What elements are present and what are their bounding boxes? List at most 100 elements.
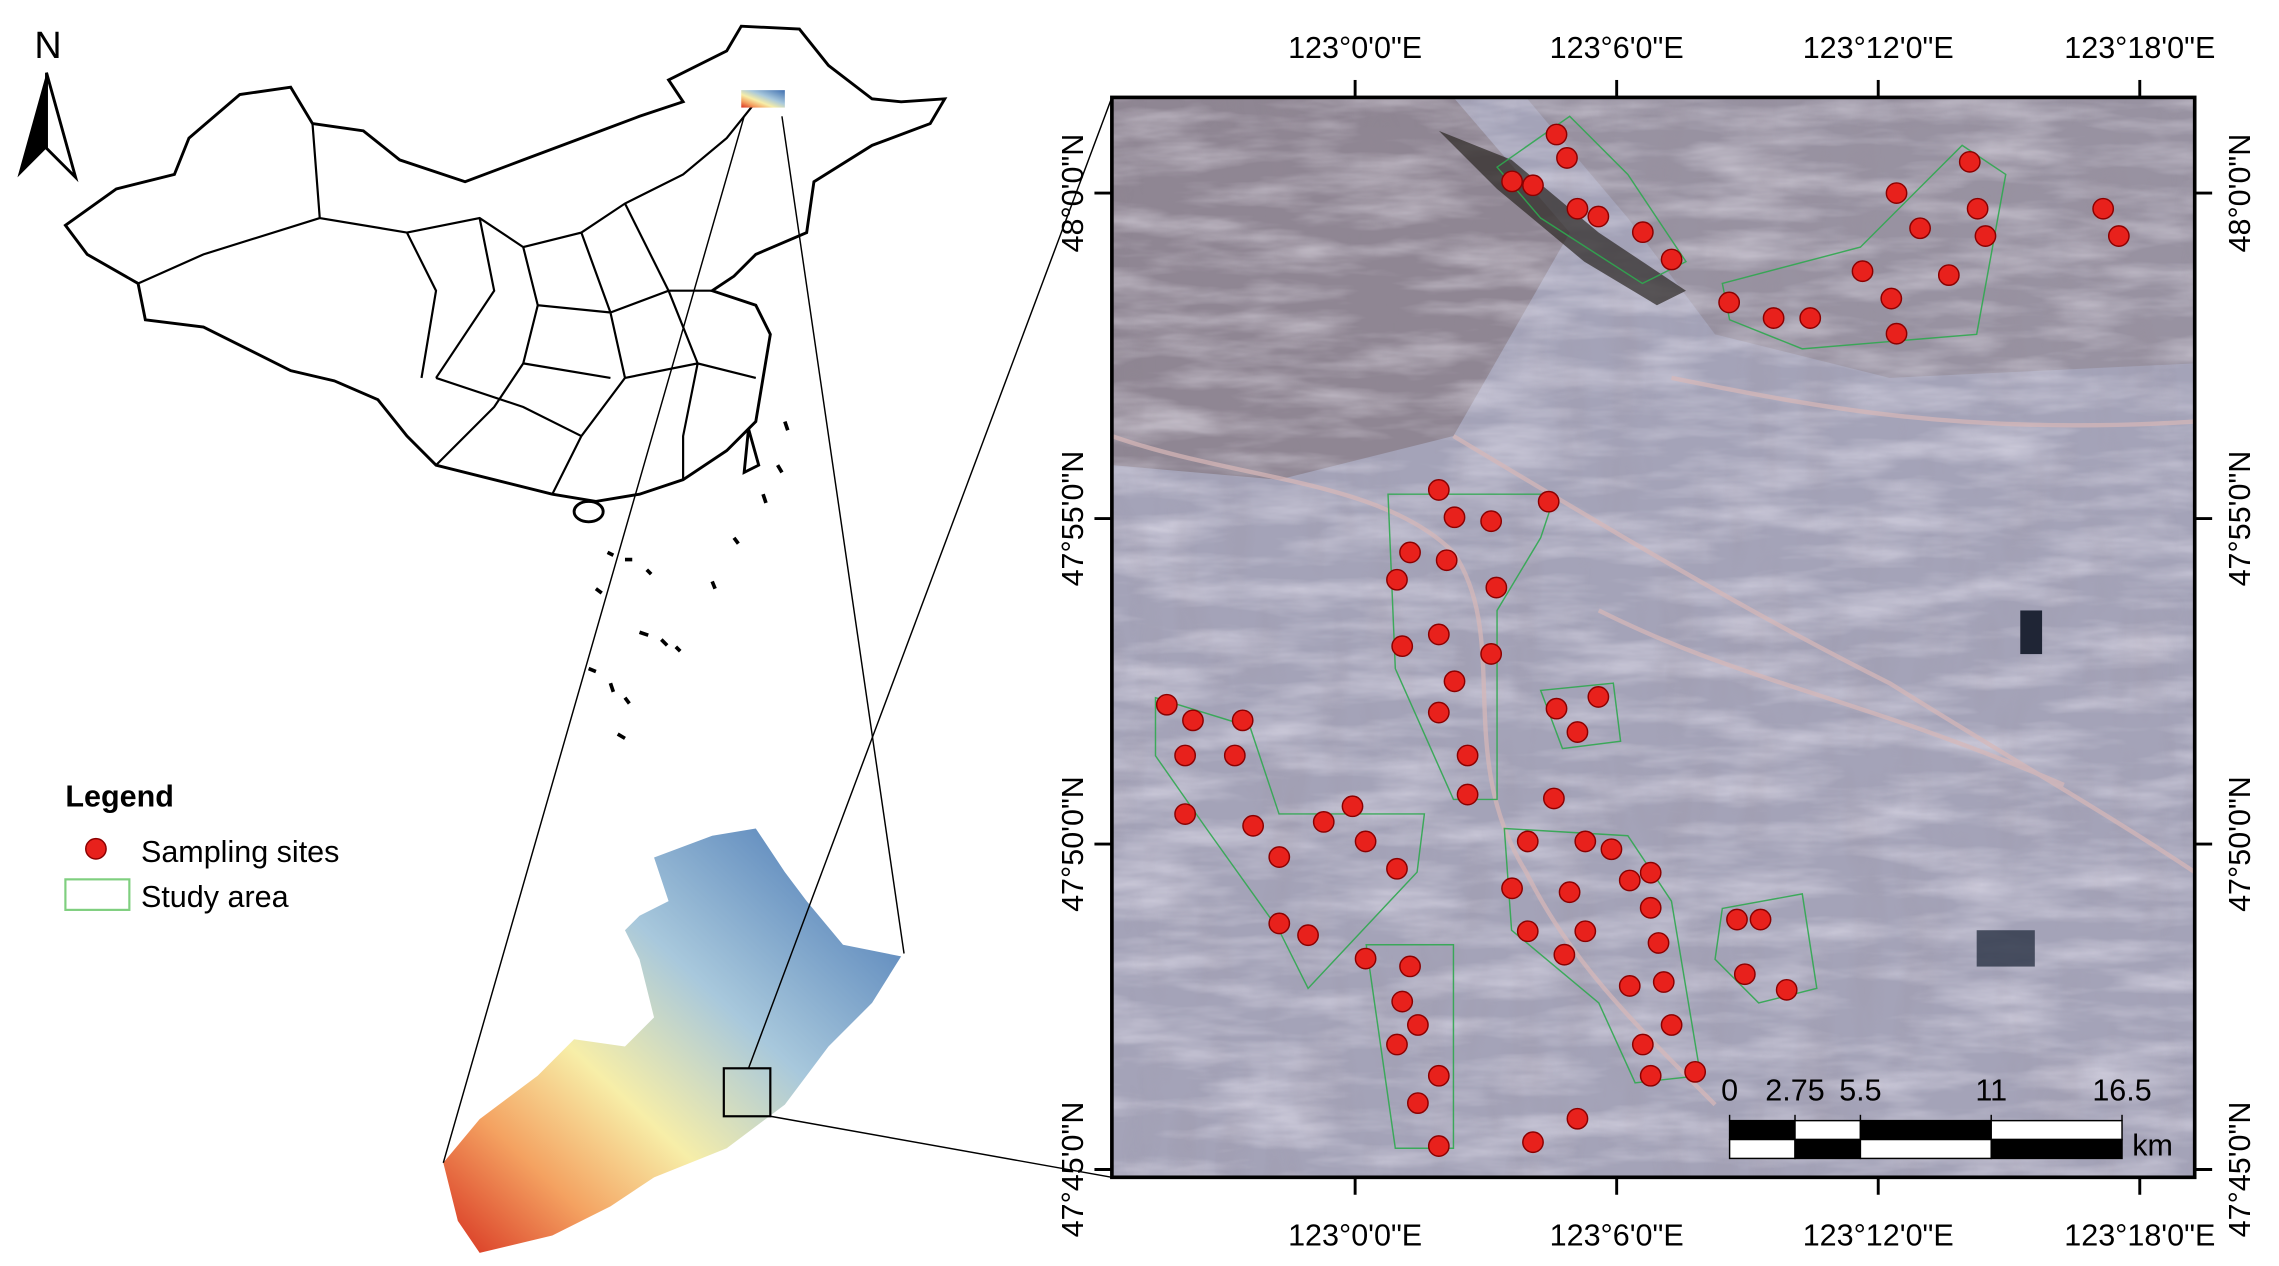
island bbox=[742, 428, 761, 475]
x-tick-label: 123°12'0"E bbox=[1803, 31, 1954, 65]
island bbox=[572, 500, 605, 524]
sampling-site bbox=[1566, 721, 1589, 743]
sampling-site bbox=[1427, 1064, 1450, 1087]
sampling-sites bbox=[1155, 123, 2130, 1157]
sampling-site bbox=[1537, 490, 1560, 513]
sampling-site bbox=[1456, 783, 1479, 806]
sampling-site bbox=[1543, 787, 1565, 810]
y-tick-label: 47°55'0"N bbox=[1056, 451, 1090, 587]
sampling-site bbox=[1174, 744, 1197, 767]
sampling-site bbox=[2107, 225, 2130, 247]
sampling-site bbox=[1174, 803, 1197, 825]
stream bbox=[1597, 608, 2065, 787]
sampling-site bbox=[1427, 623, 1450, 646]
x-tick-label: 123°6'0"E bbox=[1550, 31, 1684, 65]
sampling-site bbox=[1631, 1033, 1654, 1056]
sampling-site bbox=[1386, 568, 1408, 591]
scale-segment bbox=[1859, 1119, 1992, 1141]
water bbox=[1976, 930, 2035, 967]
sampling-site bbox=[1406, 1014, 1429, 1036]
legend-label: Sampling sites bbox=[141, 835, 339, 869]
study-area bbox=[1365, 944, 1455, 1149]
sampling-site bbox=[1427, 701, 1450, 724]
sampling-site bbox=[1155, 693, 1178, 716]
sampling-site bbox=[1545, 123, 1568, 146]
sampling-site bbox=[1268, 846, 1291, 868]
satellite-image: 0 2.75 5.5 11 16.5 km bbox=[1111, 97, 2195, 1178]
scale-segment bbox=[1990, 1138, 2123, 1160]
x-tick-label: 123°18'0"E bbox=[2064, 1219, 2215, 1253]
sampling-site bbox=[1974, 225, 1997, 247]
scale-label: 16.5 bbox=[2092, 1073, 2151, 1107]
sampling-site bbox=[1587, 686, 1610, 708]
country-map bbox=[63, 24, 948, 740]
sampling-site bbox=[1386, 857, 1408, 880]
sampling-site bbox=[1718, 291, 1741, 314]
sampling-site bbox=[1556, 147, 1578, 169]
connector bbox=[781, 116, 905, 954]
sampling-site bbox=[1937, 264, 1960, 287]
sampling-site bbox=[1501, 170, 1523, 193]
sampling-site bbox=[1516, 920, 1539, 943]
scale-label: 5.5 bbox=[1839, 1073, 1881, 1107]
north-arrow-left bbox=[17, 72, 47, 178]
streams bbox=[1111, 375, 2195, 1107]
sampling-site bbox=[1775, 978, 1798, 1001]
stream bbox=[1671, 375, 2195, 428]
study-area bbox=[1503, 827, 1702, 1084]
x-tick-label: 123°6'0"E bbox=[1550, 1219, 1684, 1253]
sampling-site bbox=[1958, 150, 1981, 173]
stream bbox=[1452, 434, 2195, 874]
connector bbox=[747, 97, 1113, 1069]
sampling-site bbox=[1587, 205, 1610, 228]
x-tick-label: 123°0'0"E bbox=[1288, 31, 1422, 65]
sampling-site bbox=[1639, 896, 1662, 919]
sampling-site bbox=[1726, 908, 1748, 931]
islands bbox=[587, 420, 790, 740]
sampling-site bbox=[1386, 1033, 1408, 1056]
sampling-site bbox=[1268, 912, 1291, 935]
scale-segment bbox=[1728, 1138, 1796, 1160]
x-tick-label: 123°0'0"E bbox=[1288, 1219, 1422, 1253]
sampling-site bbox=[1660, 248, 1683, 271]
sampling-site bbox=[1566, 197, 1589, 220]
sampling-site bbox=[1485, 576, 1508, 599]
sampling-site bbox=[1618, 975, 1641, 997]
province-lines bbox=[137, 101, 757, 495]
scale-segment bbox=[1990, 1119, 2123, 1141]
y-tick-label: 47°45'0"N bbox=[2223, 1102, 2257, 1238]
sampling-site bbox=[1749, 908, 1772, 931]
legend-marker bbox=[85, 837, 107, 860]
sampling-site bbox=[1558, 881, 1581, 904]
sampling-site bbox=[1354, 830, 1377, 853]
sampling-site bbox=[1639, 1064, 1662, 1087]
scale-label: 11 bbox=[1975, 1073, 2007, 1107]
study-area bbox=[1154, 696, 1426, 990]
study-location bbox=[741, 90, 785, 108]
sampling-site bbox=[1522, 174, 1544, 197]
sampling-site bbox=[1885, 182, 1908, 204]
legend-swatch bbox=[64, 878, 131, 911]
north-label: N bbox=[34, 25, 61, 67]
sampling-site bbox=[1182, 709, 1204, 732]
sampling-site bbox=[1574, 920, 1597, 943]
watershed bbox=[443, 828, 902, 1253]
sampling-site bbox=[1480, 510, 1503, 533]
scale-segment bbox=[1728, 1119, 1796, 1141]
sampling-site bbox=[1391, 990, 1414, 1013]
sampling-site bbox=[1660, 1014, 1683, 1036]
sampling-site bbox=[1399, 541, 1421, 564]
stream bbox=[1111, 434, 1717, 1107]
sampling-site bbox=[1435, 549, 1458, 572]
sampling-site bbox=[1639, 861, 1662, 884]
y-tick-label: 47°50'0"N bbox=[2223, 776, 2257, 912]
scale-unit: km bbox=[2132, 1129, 2173, 1163]
sampling-site bbox=[1652, 971, 1675, 993]
sampling-site bbox=[1851, 260, 1874, 283]
north-arrow-right bbox=[45, 72, 79, 183]
sampling-site bbox=[1733, 963, 1756, 986]
dark-patch bbox=[1438, 130, 1686, 306]
sampling-site bbox=[1427, 479, 1450, 501]
sampling-site bbox=[1341, 795, 1364, 818]
